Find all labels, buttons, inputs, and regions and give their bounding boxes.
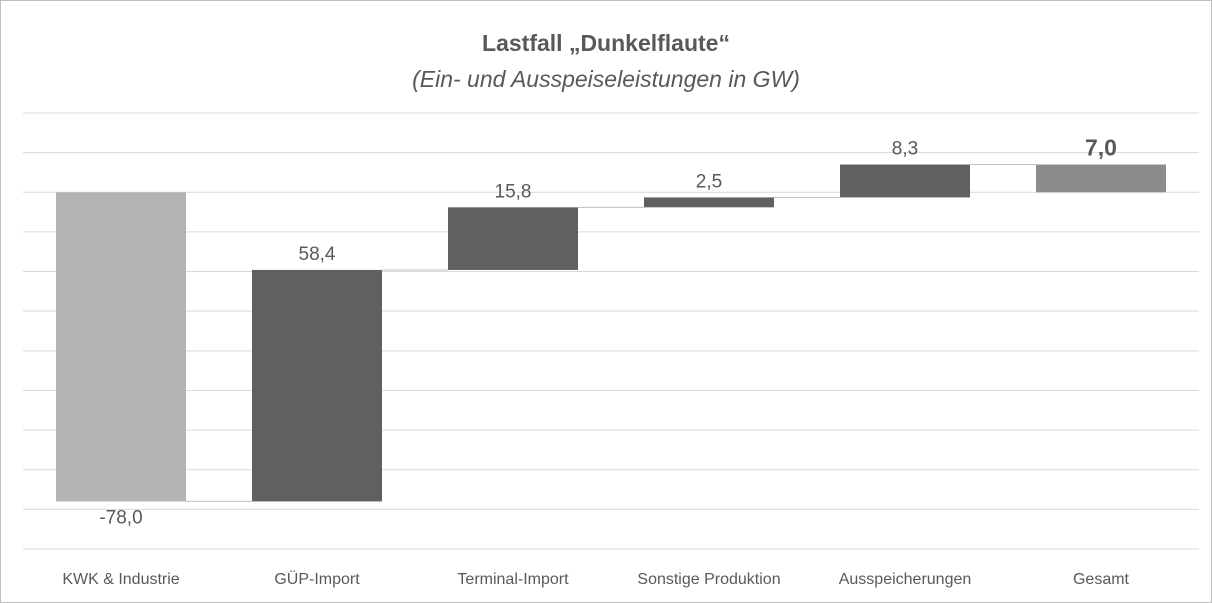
bar <box>644 197 774 208</box>
bar <box>840 164 970 198</box>
x-tick-label: KWK & Industrie <box>62 571 179 588</box>
x-tick-label: Sonstige Produktion <box>637 571 780 588</box>
data-label: 2,5 <box>696 171 722 192</box>
data-label: 8,3 <box>892 139 918 160</box>
data-label: -78,0 <box>99 507 142 528</box>
x-tick-label: Terminal-Import <box>457 571 569 588</box>
bar <box>448 207 578 270</box>
bar <box>1036 164 1166 193</box>
bar <box>56 192 186 502</box>
x-tick-label: GÜP-Import <box>274 570 360 588</box>
data-label: 7,0 <box>1085 135 1117 161</box>
x-tick-label: Ausspeicherungen <box>839 571 972 588</box>
data-label: 58,4 <box>299 244 336 265</box>
bar <box>252 269 382 502</box>
data-label: 15,8 <box>495 181 532 202</box>
chart-title: Lastfall „Dunkelflaute“ <box>482 30 730 56</box>
x-tick-label: Gesamt <box>1073 571 1130 588</box>
chart-subtitle: (Ein- und Ausspeiseleistungen in GW) <box>412 66 800 92</box>
